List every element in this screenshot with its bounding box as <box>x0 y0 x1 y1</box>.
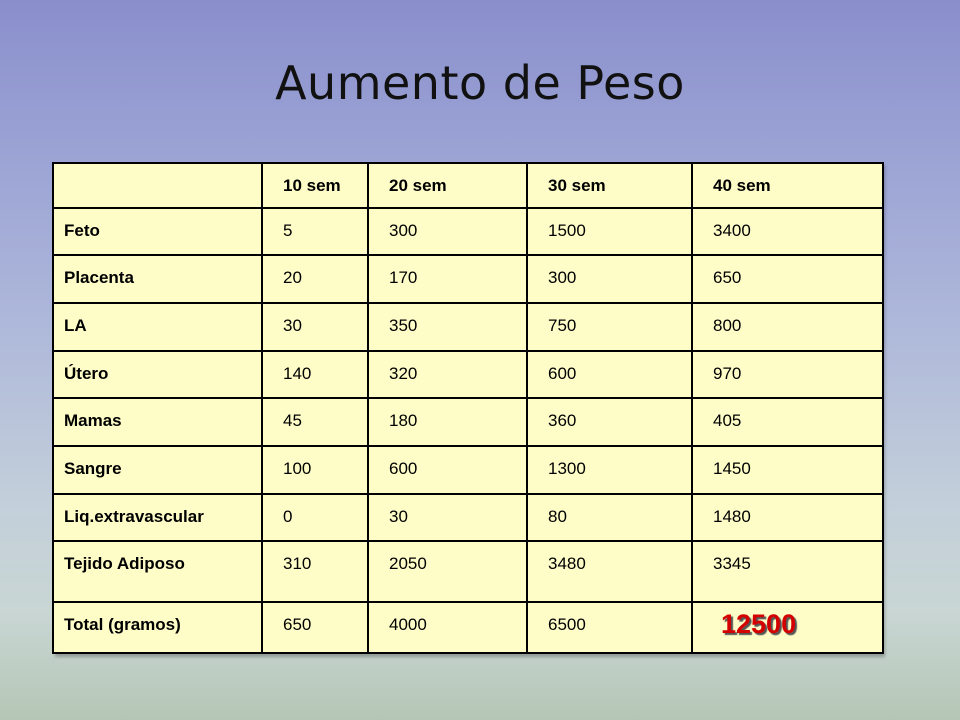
row-label-sangre: Sangre <box>52 444 263 495</box>
table-cell: 1450 <box>691 444 884 495</box>
table-row: Tejido Adiposo 310 2050 3480 3345 <box>52 540 884 604</box>
table-row: Placenta 20 170 300 650 <box>52 254 884 304</box>
table-row: LA 30 350 750 800 <box>52 301 884 352</box>
table-cell: 320 <box>367 349 528 400</box>
table-cell: 600 <box>367 444 528 495</box>
table-row: Útero 140 320 600 970 <box>52 349 884 400</box>
slide-title: Aumento de Peso <box>275 56 685 110</box>
table-cell: 5 <box>261 206 369 257</box>
table-cell: 360 <box>526 397 693 447</box>
grand-total-value: 12500 <box>721 609 797 640</box>
table-cell: 1480 <box>691 492 884 543</box>
table-row-total: Total (gramos) 650 4000 6500 12500 <box>52 601 884 654</box>
table-cell: 1300 <box>526 444 693 495</box>
row-label-placenta: Placenta <box>52 254 263 304</box>
table-cell: 310 <box>261 540 369 604</box>
table-cell: 1500 <box>526 206 693 257</box>
column-header-40-sem: 40 sem <box>691 162 884 209</box>
row-label-liq-extravascular: Liq.extravascular <box>52 492 263 543</box>
table-cell: 30 <box>261 301 369 352</box>
table-cell: 650 <box>691 254 884 304</box>
table-corner-cell <box>52 162 263 209</box>
table-cell: 0 <box>261 492 369 543</box>
table-cell: 3480 <box>526 540 693 604</box>
table-header-row: 10 sem 20 sem 30 sem 40 sem <box>52 162 884 209</box>
table-cell: 80 <box>526 492 693 543</box>
table-cell: 3345 <box>691 540 884 604</box>
row-label-tejido-adiposo: Tejido Adiposo <box>52 540 263 604</box>
table-cell: 2050 <box>367 540 528 604</box>
table-cell: 750 <box>526 301 693 352</box>
weight-gain-table-container: 10 sem 20 sem 30 sem 40 sem Feto 5 300 1… <box>52 162 884 654</box>
table-row: Mamas 45 180 360 405 <box>52 397 884 447</box>
table-cell: 350 <box>367 301 528 352</box>
table-cell: 140 <box>261 349 369 400</box>
table-cell: 405 <box>691 397 884 447</box>
table-row: Sangre 100 600 1300 1450 <box>52 444 884 495</box>
table-cell: 45 <box>261 397 369 447</box>
table-cell-grand-total: 12500 <box>691 601 884 654</box>
table-cell: 170 <box>367 254 528 304</box>
table-cell: 600 <box>526 349 693 400</box>
table-cell: 100 <box>261 444 369 495</box>
table-cell: 6500 <box>526 601 693 654</box>
table-cell: 300 <box>367 206 528 257</box>
column-header-10-sem: 10 sem <box>261 162 369 209</box>
table-cell: 20 <box>261 254 369 304</box>
table-cell: 650 <box>261 601 369 654</box>
table-cell: 3400 <box>691 206 884 257</box>
column-header-20-sem: 20 sem <box>367 162 528 209</box>
row-label-mamas: Mamas <box>52 397 263 447</box>
row-label-total: Total (gramos) <box>52 601 263 654</box>
table-row: Liq.extravascular 0 30 80 1480 <box>52 492 884 543</box>
weight-gain-table: 10 sem 20 sem 30 sem 40 sem Feto 5 300 1… <box>52 162 884 654</box>
table-cell: 300 <box>526 254 693 304</box>
table-cell: 970 <box>691 349 884 400</box>
row-label-feto: Feto <box>52 206 263 257</box>
table-cell: 4000 <box>367 601 528 654</box>
table-row: Feto 5 300 1500 3400 <box>52 206 884 257</box>
table-cell: 800 <box>691 301 884 352</box>
table-cell: 30 <box>367 492 528 543</box>
row-label-la: LA <box>52 301 263 352</box>
table-cell: 180 <box>367 397 528 447</box>
row-label-utero: Útero <box>52 349 263 400</box>
column-header-30-sem: 30 sem <box>526 162 693 209</box>
